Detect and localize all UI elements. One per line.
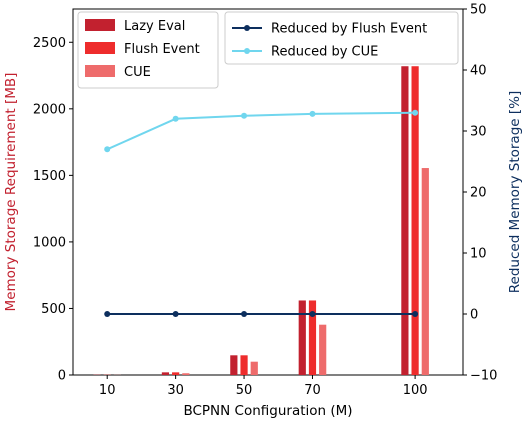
legend-swatch — [85, 42, 115, 54]
legend-marker — [244, 25, 250, 31]
bar — [161, 372, 170, 375]
x-axis: 10 30 50 70 100 — [99, 375, 428, 398]
series-point — [172, 115, 179, 122]
legend-label: Lazy Eval — [124, 19, 185, 34]
legend-label: Flush Event — [124, 42, 200, 57]
y-axis-left: 0 500 1000 1500 2000 2500 — [33, 36, 73, 384]
bar — [298, 300, 306, 375]
legend-label: CUE — [124, 65, 151, 80]
bar — [172, 372, 180, 375]
legend-label: Reduced by Flush Event — [271, 22, 427, 37]
y-right-tick-label: 50 — [470, 3, 487, 18]
series-point — [172, 311, 179, 317]
y-right-tick-label: 30 — [470, 125, 487, 140]
y-left-tick-label: 0 — [58, 369, 66, 384]
legend-label: Reduced by CUE — [271, 45, 378, 60]
x-tick-label: 10 — [99, 383, 116, 398]
y-axis-right: −10 0 10 20 30 40 50 — [463, 3, 497, 384]
series-point — [412, 311, 419, 317]
y-left-tick-label: 2000 — [33, 102, 66, 117]
bar — [230, 355, 238, 375]
y-right-tick-label: 0 — [470, 308, 478, 323]
series-point — [241, 311, 248, 317]
y-right-tick-label: −10 — [470, 369, 497, 384]
bar — [411, 66, 419, 375]
bar — [421, 168, 429, 375]
y-left-tick-label: 1000 — [33, 235, 66, 250]
series-point — [412, 109, 419, 116]
y-left-tick-label: 1500 — [33, 169, 66, 184]
lines-layer — [104, 109, 419, 317]
bar — [308, 300, 317, 375]
x-tick-label: 30 — [167, 383, 184, 398]
bar — [401, 66, 409, 375]
bar — [319, 324, 327, 375]
bar — [250, 361, 258, 375]
y-left-tick-label: 500 — [41, 302, 66, 317]
x-tick-label: 50 — [236, 383, 253, 398]
y-right-tick-label: 40 — [470, 64, 487, 79]
bar — [240, 355, 248, 375]
series-point — [241, 112, 248, 119]
y-axis-left-title: Memory Storage Requirement [MB] — [3, 73, 19, 312]
x-axis-title: BCPNN Configuration (M) — [183, 403, 352, 419]
bar — [182, 373, 190, 375]
series-point — [104, 146, 111, 153]
series-point — [309, 311, 316, 317]
legend-swatch — [85, 19, 115, 31]
legend-lines: Reduced by Flush Event Reduced by CUE — [224, 11, 459, 65]
legend-box — [224, 11, 459, 65]
bars-layer — [93, 66, 429, 375]
x-tick-label: 100 — [403, 383, 428, 398]
y-axis-right-title: Reduced Memory Storage [%] — [507, 91, 523, 293]
series-point — [309, 110, 316, 117]
y-right-tick-label: 20 — [470, 186, 487, 201]
series-line — [106, 111, 416, 151]
x-tick-label: 70 — [304, 383, 321, 398]
y-left-tick-label: 2500 — [33, 36, 66, 51]
legend-bars: Lazy Eval Flush Event CUE — [77, 11, 219, 89]
y-right-tick-label: 10 — [470, 247, 487, 262]
series-point — [104, 311, 111, 317]
legend-swatch — [85, 65, 115, 77]
legend-marker — [244, 48, 250, 54]
